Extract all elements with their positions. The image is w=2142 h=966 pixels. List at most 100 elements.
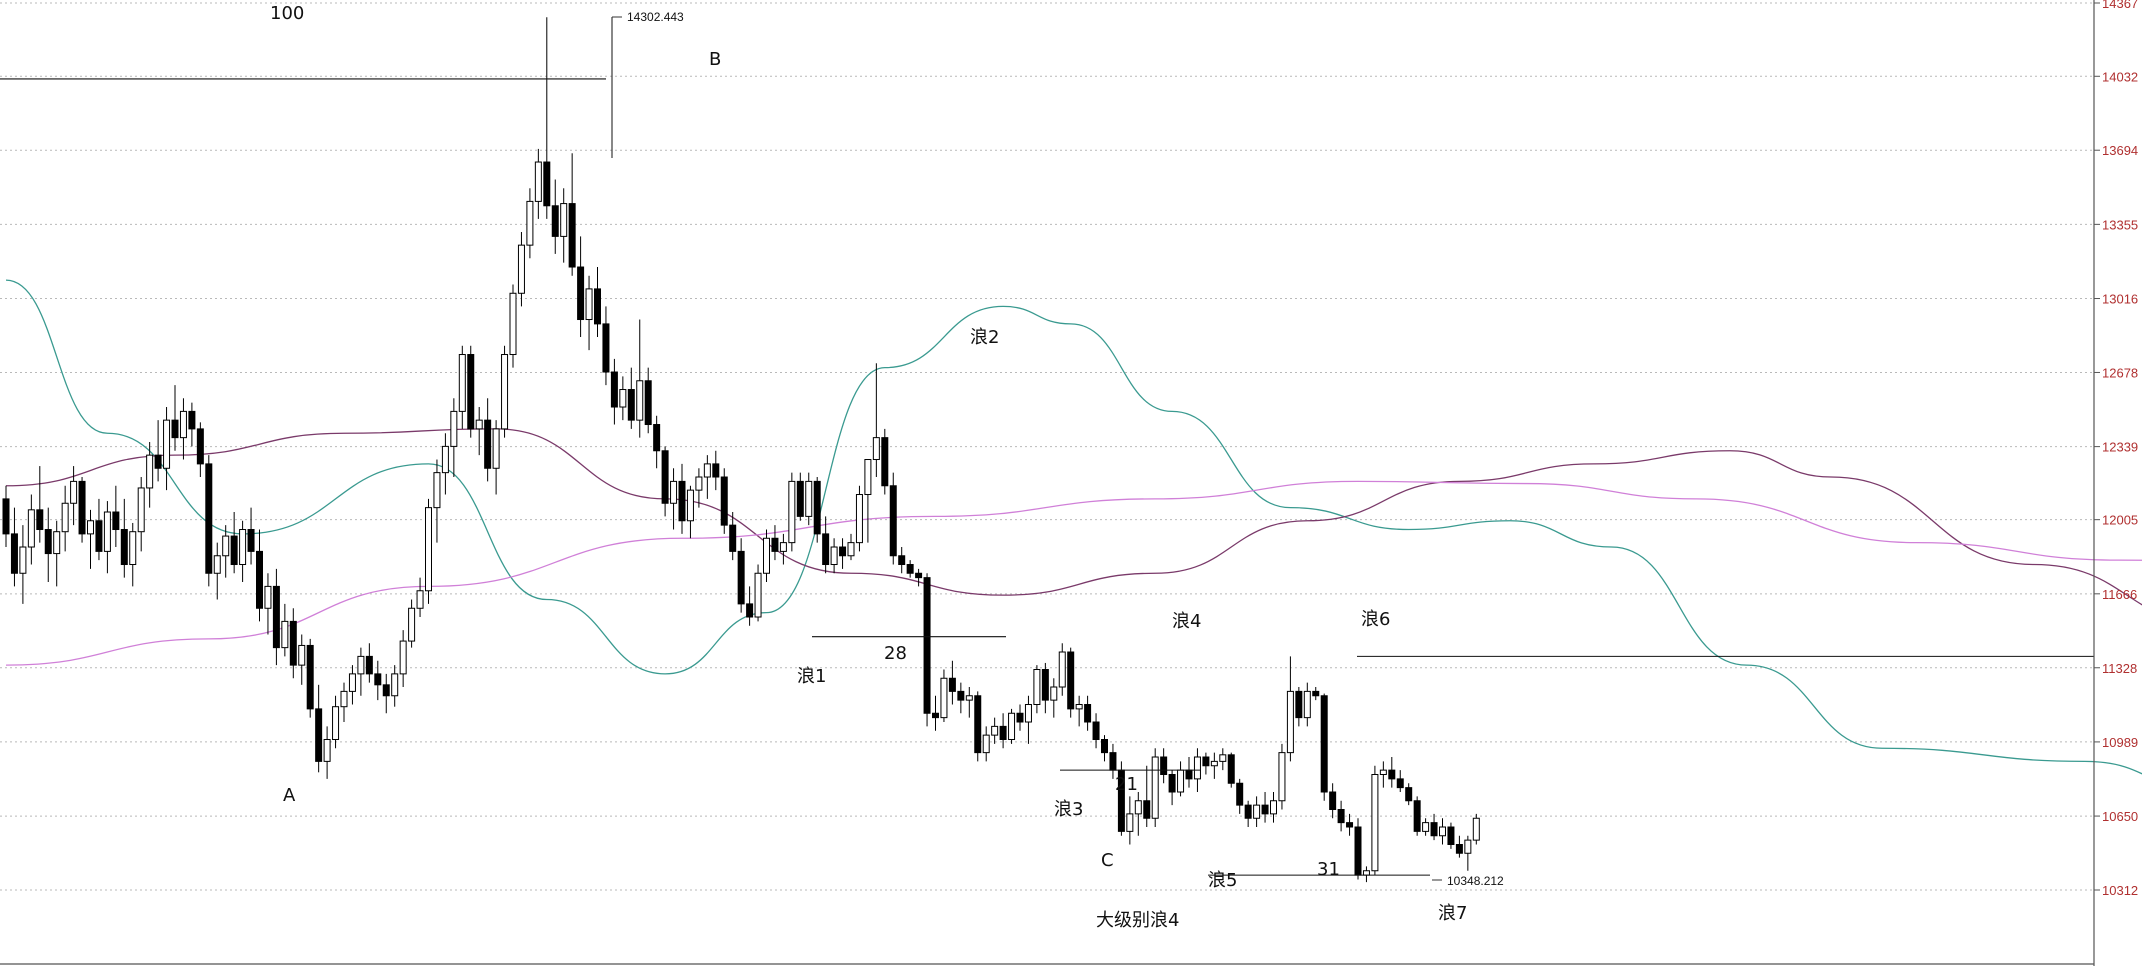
candle-body <box>391 673 399 697</box>
label-length-28: 28 <box>884 643 907 664</box>
candle-body <box>610 371 618 408</box>
candle <box>188 402 196 447</box>
candle-body <box>999 725 1007 741</box>
candle <box>1033 665 1041 714</box>
candle-body <box>408 607 416 642</box>
tick-label-4: 13016 <box>2102 292 2138 307</box>
candle-body <box>872 437 880 461</box>
candle <box>915 568 923 587</box>
candle <box>872 363 880 478</box>
candle-body <box>636 380 644 421</box>
candle <box>839 538 847 569</box>
candle <box>374 660 382 701</box>
candle <box>87 509 94 569</box>
candle <box>729 512 737 561</box>
candle-body <box>898 555 906 566</box>
candle-body <box>120 529 128 566</box>
candle <box>509 284 517 368</box>
label-a: A <box>283 785 296 806</box>
candle-body <box>188 410 196 430</box>
candle-body <box>577 266 585 321</box>
candle <box>433 459 441 543</box>
tick-label-2: 13694 <box>2102 143 2138 158</box>
candle <box>965 687 973 718</box>
candle-body <box>1278 752 1286 802</box>
tick-label-1: 14032 <box>2102 69 2138 84</box>
candle-body <box>1244 804 1252 819</box>
candle <box>805 472 813 526</box>
candle-body <box>847 542 855 557</box>
candle <box>763 529 770 583</box>
candle <box>1295 687 1303 727</box>
candle <box>1236 778 1244 814</box>
candle-body <box>695 476 703 491</box>
candle <box>95 498 103 561</box>
candle <box>213 542 221 600</box>
candle <box>332 695 340 749</box>
candle-body <box>348 673 356 692</box>
candle <box>847 533 855 561</box>
candle <box>19 525 27 604</box>
candle-body <box>1261 804 1269 815</box>
candle-body <box>1422 822 1430 832</box>
candle <box>239 520 247 583</box>
candle <box>1388 757 1396 788</box>
candle-body <box>1202 756 1210 767</box>
candle <box>340 682 348 723</box>
candle-body <box>737 550 745 605</box>
candle <box>1464 835 1472 871</box>
candle-body <box>1464 839 1472 854</box>
candle <box>10 507 18 587</box>
candle-body <box>923 577 931 714</box>
candle-body <box>1016 712 1024 723</box>
candle-body <box>78 480 86 535</box>
candle <box>1278 743 1286 810</box>
candle-body <box>1329 791 1337 811</box>
candle <box>146 442 154 508</box>
candle <box>78 477 86 543</box>
candle <box>492 420 500 495</box>
candle <box>458 345 466 429</box>
candle <box>526 188 534 259</box>
candle-body <box>36 509 44 531</box>
candle-body <box>230 535 238 566</box>
candle <box>450 398 458 478</box>
candle <box>475 407 483 456</box>
candle-body <box>1075 704 1083 710</box>
candle-body <box>1270 800 1277 815</box>
candle-body <box>534 161 542 202</box>
candle-body <box>771 537 779 552</box>
candle <box>1261 792 1269 823</box>
candle <box>27 494 35 565</box>
tick-label-11: 10650 <box>2102 809 2138 824</box>
candle <box>653 415 661 469</box>
candle <box>940 669 948 723</box>
candle-body <box>1303 690 1311 719</box>
candle <box>501 345 509 438</box>
candle <box>923 573 931 727</box>
candle <box>120 498 128 578</box>
candle <box>627 367 635 429</box>
candle <box>1422 818 1430 836</box>
label-wave7: 浪7 <box>1438 903 1467 924</box>
candle-body <box>585 288 593 321</box>
candle <box>272 568 280 666</box>
candle-body <box>839 546 847 557</box>
price-axis-ticks: 14367 14032 13694 13355 13016 12678 12339 12005… <box>2094 0 2138 898</box>
candle-body <box>1160 756 1168 776</box>
candle <box>1210 752 1218 779</box>
candle-body <box>137 487 145 533</box>
candle <box>53 520 61 587</box>
candle <box>864 459 872 543</box>
candle-body <box>441 445 449 474</box>
candle-body <box>1346 822 1354 828</box>
candle <box>365 643 373 683</box>
candle <box>179 398 187 460</box>
candle-body <box>1320 695 1328 793</box>
candle-body <box>746 603 754 618</box>
candle-body <box>712 463 720 478</box>
candle-body <box>357 655 365 675</box>
candle <box>551 179 559 254</box>
candle <box>1151 748 1159 828</box>
